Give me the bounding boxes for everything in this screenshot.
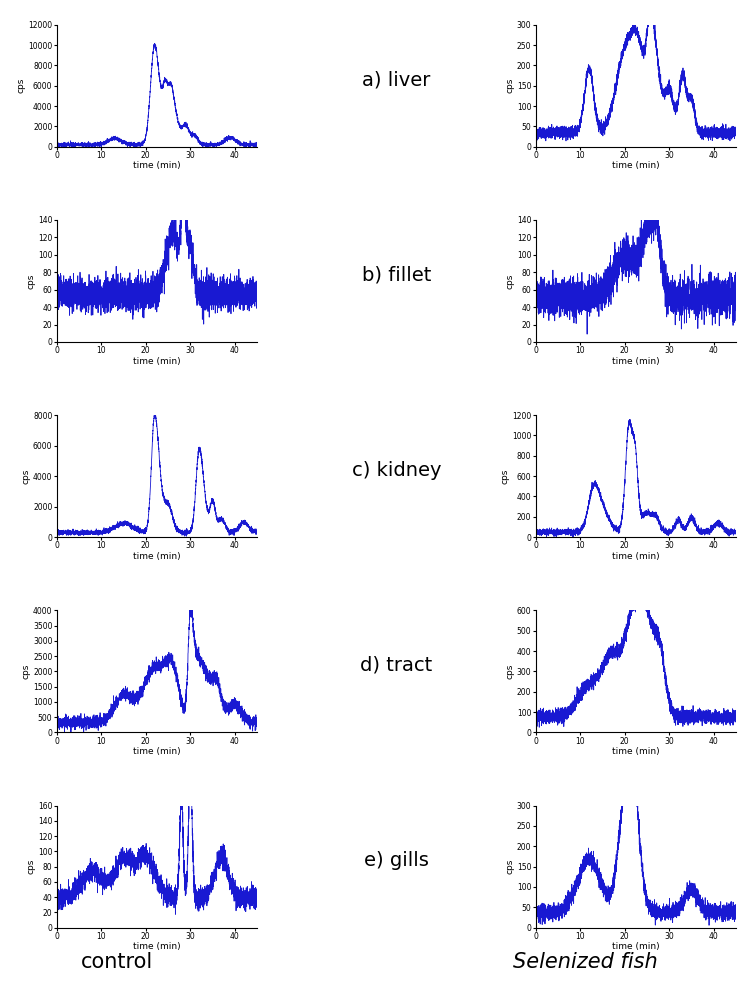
Y-axis label: cps: cps: [505, 859, 514, 874]
Text: d) tract: d) tract: [360, 656, 433, 675]
Y-axis label: cps: cps: [17, 78, 26, 93]
Y-axis label: cps: cps: [501, 468, 510, 484]
Y-axis label: cps: cps: [26, 273, 35, 289]
Text: control: control: [81, 952, 153, 972]
Text: Selenized fish: Selenized fish: [513, 952, 658, 972]
Y-axis label: cps: cps: [505, 273, 514, 289]
X-axis label: time (min): time (min): [133, 552, 180, 560]
Text: c) kidney: c) kidney: [352, 460, 441, 479]
Y-axis label: cps: cps: [21, 468, 30, 484]
Text: a) liver: a) liver: [362, 70, 430, 89]
X-axis label: time (min): time (min): [133, 747, 180, 756]
X-axis label: time (min): time (min): [612, 356, 660, 365]
X-axis label: time (min): time (min): [133, 942, 180, 951]
Text: b) fillet: b) fillet: [362, 266, 431, 285]
X-axis label: time (min): time (min): [612, 552, 660, 560]
X-axis label: time (min): time (min): [133, 162, 180, 171]
X-axis label: time (min): time (min): [612, 747, 660, 756]
X-axis label: time (min): time (min): [133, 356, 180, 365]
Y-axis label: cps: cps: [26, 859, 35, 874]
Y-axis label: cps: cps: [505, 78, 514, 93]
Y-axis label: cps: cps: [21, 664, 30, 680]
X-axis label: time (min): time (min): [612, 162, 660, 171]
Y-axis label: cps: cps: [505, 664, 514, 680]
X-axis label: time (min): time (min): [612, 942, 660, 951]
Text: e) gills: e) gills: [364, 851, 429, 870]
